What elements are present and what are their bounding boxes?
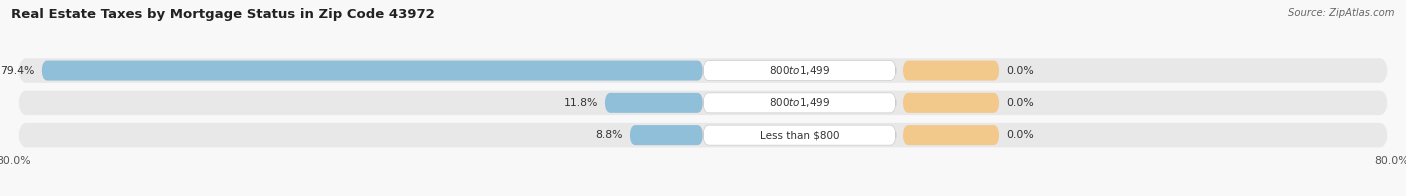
Text: $800 to $1,499: $800 to $1,499: [769, 96, 830, 109]
Text: 8.8%: 8.8%: [595, 130, 623, 140]
FancyBboxPatch shape: [42, 61, 703, 81]
FancyBboxPatch shape: [605, 93, 703, 113]
Text: Source: ZipAtlas.com: Source: ZipAtlas.com: [1288, 8, 1395, 18]
Text: Real Estate Taxes by Mortgage Status in Zip Code 43972: Real Estate Taxes by Mortgage Status in …: [11, 8, 434, 21]
FancyBboxPatch shape: [703, 125, 896, 145]
Text: 79.4%: 79.4%: [0, 65, 35, 76]
Text: $800 to $1,499: $800 to $1,499: [769, 64, 830, 77]
Text: Less than $800: Less than $800: [759, 130, 839, 140]
FancyBboxPatch shape: [18, 123, 1388, 147]
FancyBboxPatch shape: [703, 61, 896, 81]
Text: 0.0%: 0.0%: [1007, 65, 1033, 76]
Text: 0.0%: 0.0%: [1007, 98, 1033, 108]
FancyBboxPatch shape: [630, 125, 703, 145]
FancyBboxPatch shape: [903, 125, 1000, 145]
Text: 11.8%: 11.8%: [564, 98, 598, 108]
FancyBboxPatch shape: [18, 91, 1388, 115]
FancyBboxPatch shape: [903, 61, 1000, 81]
Text: 0.0%: 0.0%: [1007, 130, 1033, 140]
FancyBboxPatch shape: [18, 58, 1388, 83]
FancyBboxPatch shape: [903, 93, 1000, 113]
FancyBboxPatch shape: [703, 93, 896, 113]
